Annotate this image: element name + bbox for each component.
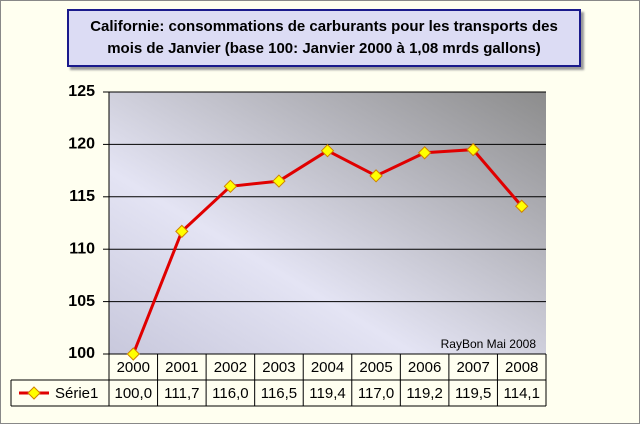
data-point	[126, 347, 140, 361]
table-value: 119,5	[455, 385, 491, 402]
y-tick-label: 125	[68, 83, 95, 100]
x-tick-label: 2006	[408, 359, 441, 376]
table-value: 119,4	[309, 385, 345, 402]
data-point	[417, 146, 432, 160]
data-point	[320, 143, 335, 158]
x-tick-label: 2005	[359, 359, 392, 376]
x-tick-label: 2004	[311, 359, 344, 376]
x-tick-label: 2000	[117, 359, 150, 376]
table-value: 111,7	[164, 385, 199, 402]
x-tick-label: 2008	[505, 359, 538, 376]
chart-title: Californie: consommations de carburants …	[67, 9, 581, 67]
table-value: 116,0	[212, 385, 248, 402]
legend-label: Série1	[55, 385, 98, 402]
table-value: 100,0	[115, 385, 153, 402]
table-value: 119,2	[406, 385, 442, 402]
data-point	[175, 224, 189, 239]
table-value: 114,1	[504, 385, 540, 402]
x-tick-label: 2001	[165, 359, 198, 376]
y-tick-label: 105	[68, 293, 95, 310]
y-tick-label: 100	[68, 345, 95, 362]
data-point	[466, 142, 480, 157]
table-value: 116,5	[261, 385, 297, 402]
y-tick-label: 115	[69, 188, 95, 205]
table-value: 117,0	[358, 385, 394, 402]
data-point	[515, 199, 529, 213]
x-tick-label: 2003	[262, 359, 295, 376]
plot-area	[109, 92, 546, 354]
legend-marker	[27, 386, 41, 400]
annotation: RayBon Mai 2008	[441, 337, 537, 351]
data-point	[223, 179, 238, 194]
y-tick-label: 110	[69, 240, 95, 257]
x-tick-label: 2002	[214, 359, 247, 376]
y-tick-label: 120	[68, 136, 95, 153]
data-point	[369, 169, 383, 183]
x-tick-label: 2007	[456, 359, 489, 376]
data-point	[272, 174, 286, 188]
